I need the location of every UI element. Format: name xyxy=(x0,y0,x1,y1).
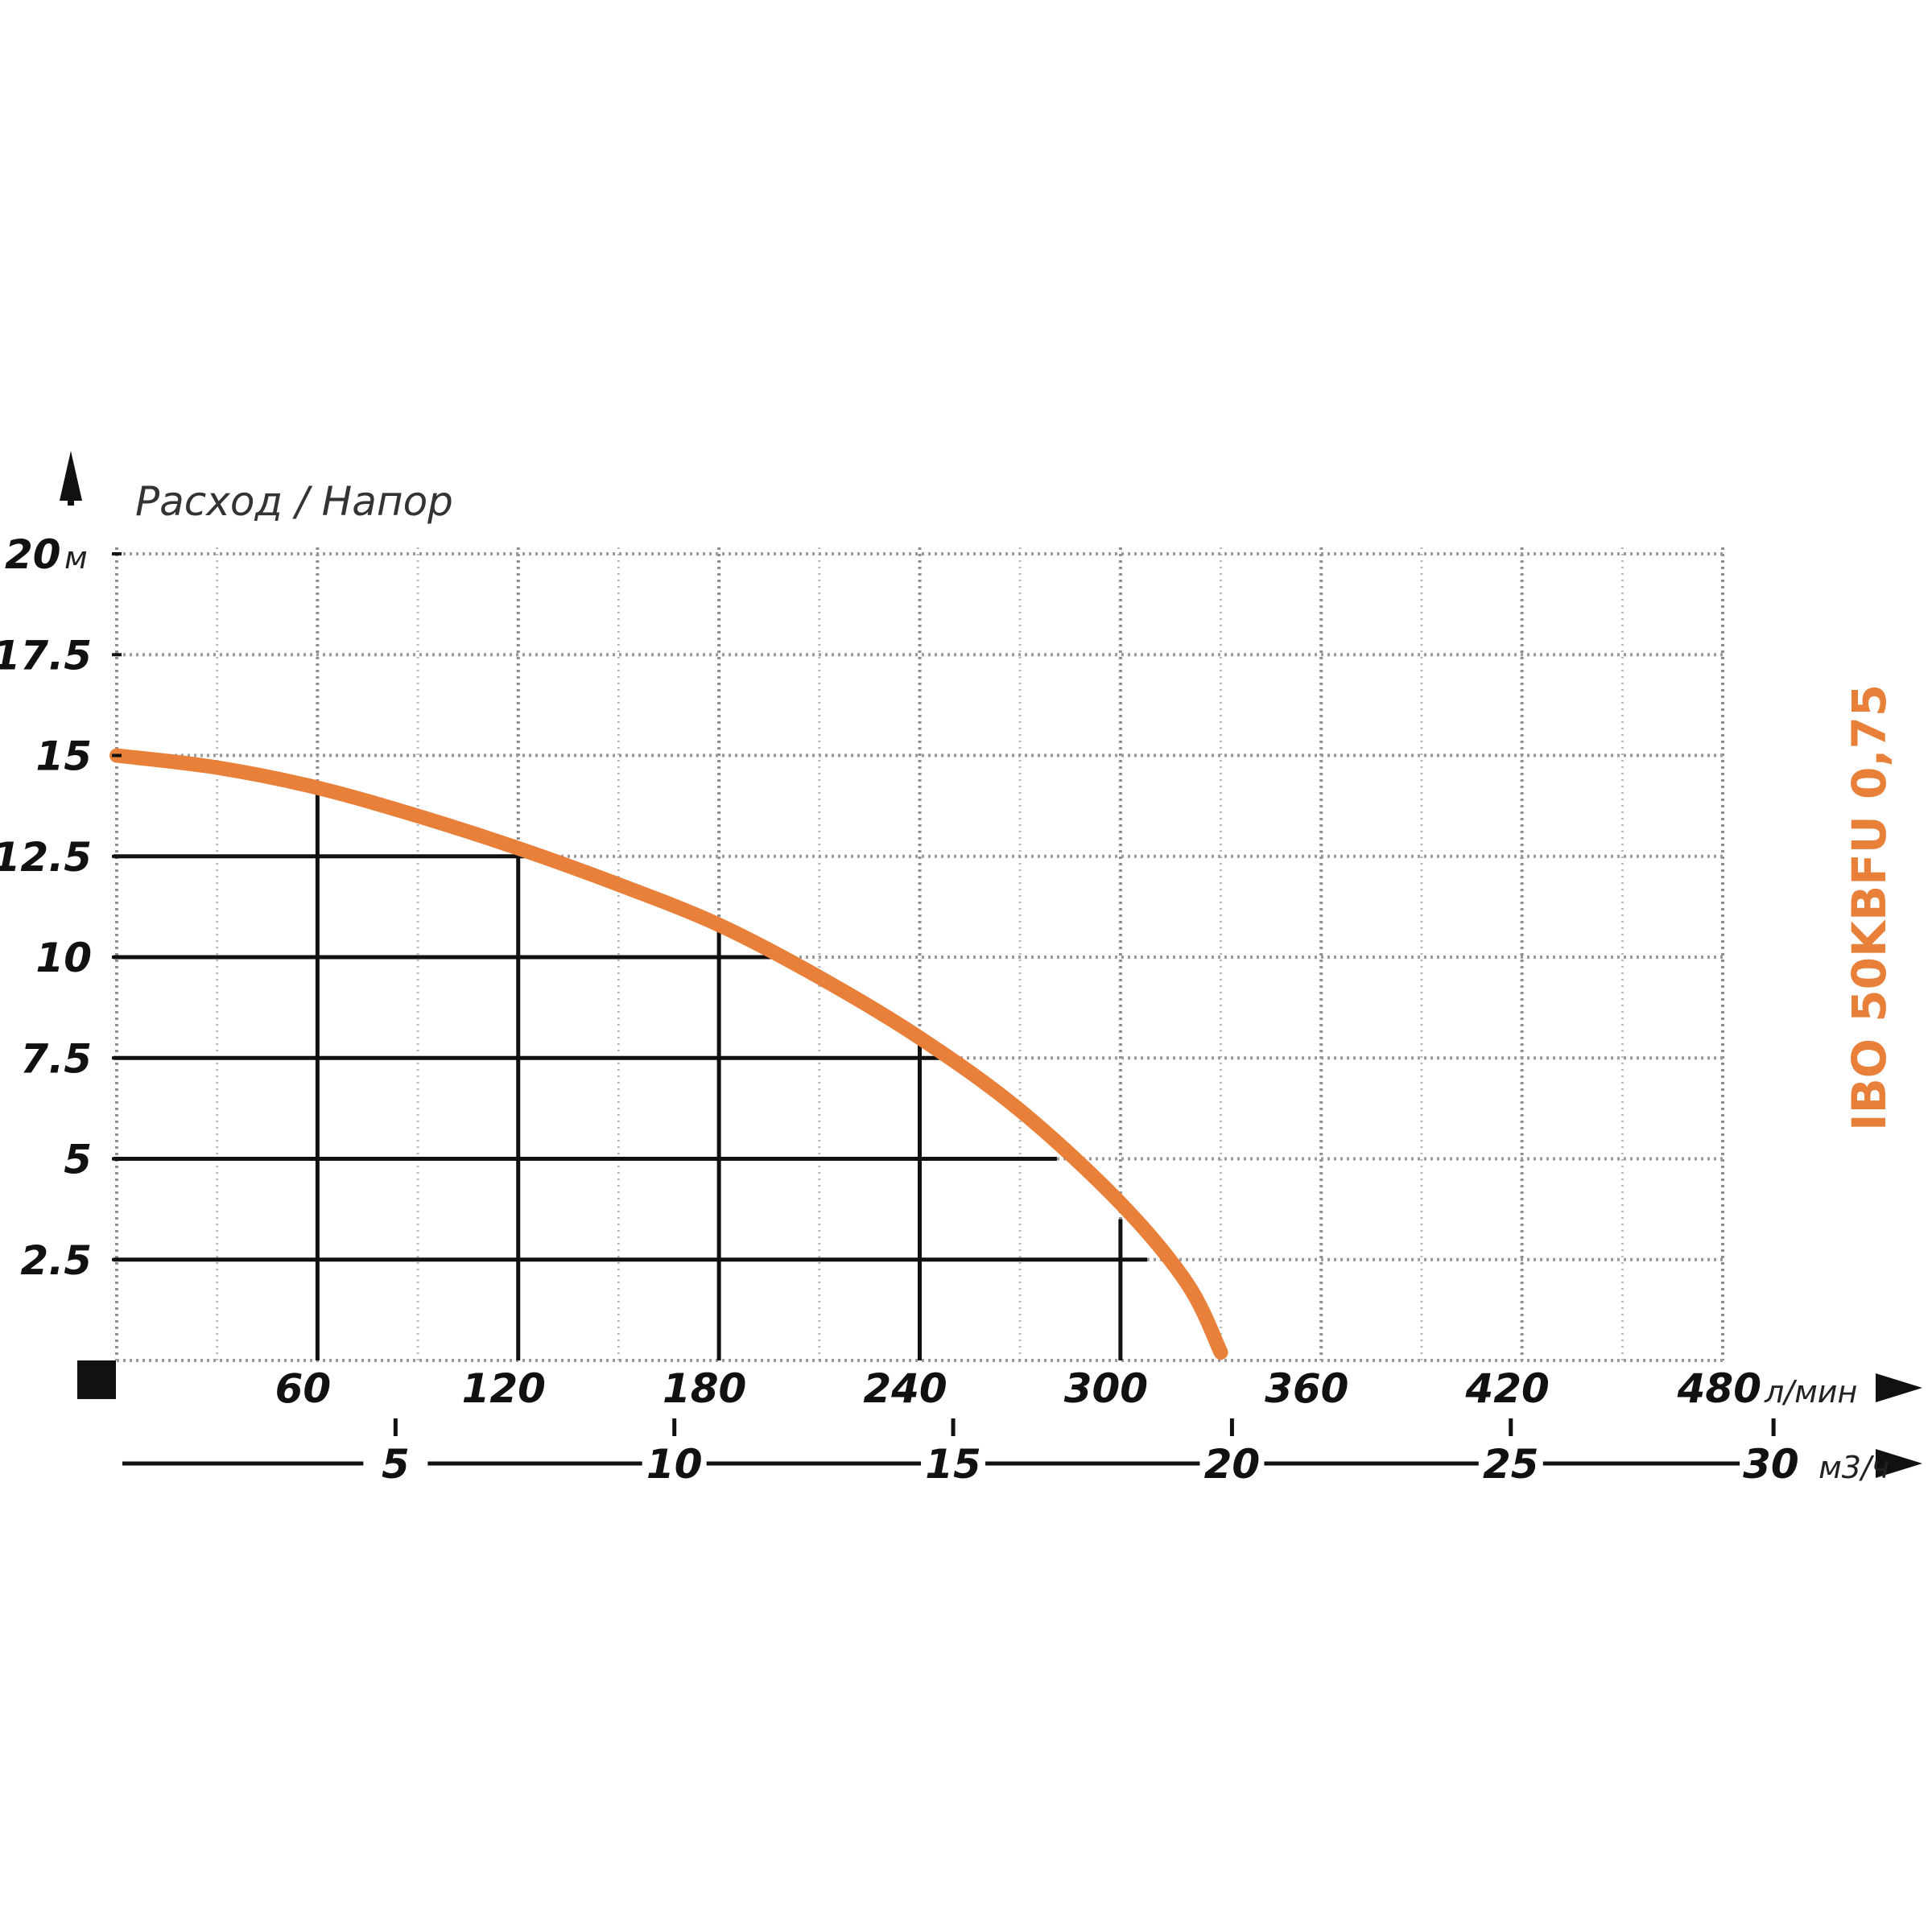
x-axis-unit: л/мин xyxy=(1764,1374,1857,1410)
y-tick-label: 12.5 xyxy=(0,834,92,881)
x-tick-label: 60 xyxy=(275,1365,332,1412)
curve-layer xyxy=(109,748,1228,1360)
x-tick-label: 360 xyxy=(1265,1365,1348,1412)
y-axis-unit: м xyxy=(64,540,88,576)
x2-axis-unit: м3/ч xyxy=(1818,1450,1889,1485)
y-tick-label: 7.5 xyxy=(20,1035,92,1082)
x2-tick-label: 25 xyxy=(1483,1441,1539,1488)
x-tick-label: 480 xyxy=(1677,1365,1761,1412)
x2-axis-arrow-icon xyxy=(1876,1449,1922,1478)
x2-tick-label: 10 xyxy=(646,1441,703,1488)
x-tick-label: 300 xyxy=(1064,1365,1148,1412)
x2-tick-label: 5 xyxy=(382,1441,410,1488)
y-tick-label: 20 xyxy=(5,531,61,578)
chart-title: Расход / Напор xyxy=(135,478,453,525)
y-tick-label: 10 xyxy=(35,935,92,981)
y-tick-label: 15 xyxy=(35,733,92,780)
x2-tick-label: 20 xyxy=(1204,1441,1261,1488)
x-tick-label: 180 xyxy=(663,1365,746,1412)
x-tick-label: 120 xyxy=(462,1365,546,1412)
x-tick-label: 240 xyxy=(863,1365,947,1412)
axes xyxy=(60,451,1922,1478)
series-line xyxy=(109,748,1228,1360)
origin-marker xyxy=(77,1360,116,1399)
y-tick-label: 17.5 xyxy=(0,632,92,679)
x-tick-label: 420 xyxy=(1464,1365,1549,1412)
reference-lines xyxy=(114,787,1148,1360)
x-axis-arrow-icon xyxy=(1876,1373,1922,1402)
y-tick-label: 2.5 xyxy=(20,1237,92,1284)
x2-tick-label: 30 xyxy=(1743,1441,1799,1488)
model-label: IBO 50KBFU 0,75 xyxy=(1842,684,1897,1131)
x2-tick-label: 15 xyxy=(925,1441,981,1488)
y-tick-label: 5 xyxy=(64,1137,92,1183)
y-axis-arrow-icon xyxy=(60,451,82,501)
